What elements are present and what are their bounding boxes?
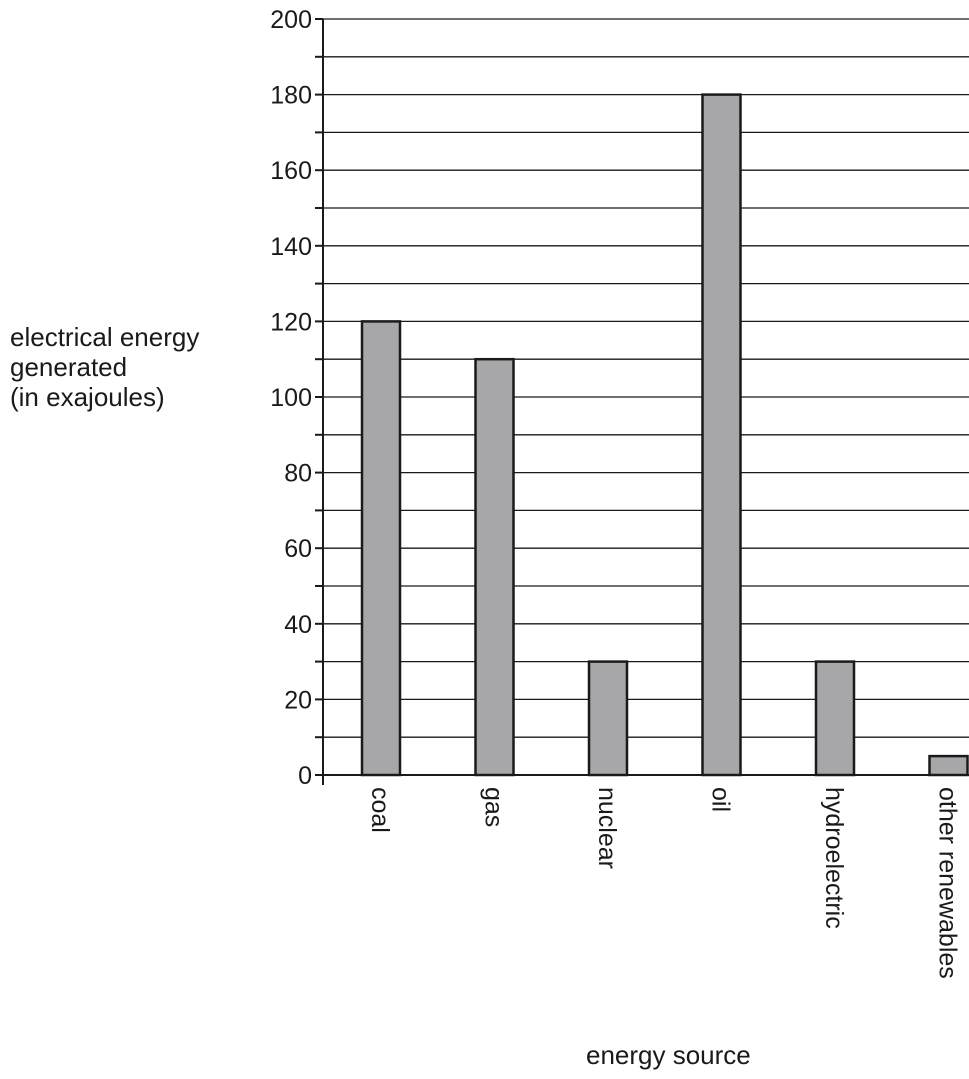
y-tick-label: 140 — [270, 233, 312, 261]
bar-other-renewables — [928, 754, 969, 777]
bar-hydroelectric — [814, 660, 856, 777]
x-axis-label: energy source — [586, 1040, 751, 1070]
y-tick-label: 20 — [284, 686, 312, 714]
y-axis-label-line-1: electrical energy — [10, 322, 200, 352]
y-tick-label: 200 — [270, 6, 312, 34]
x-tick-label: other renewables — [934, 787, 962, 979]
bars — [360, 93, 969, 777]
y-tick-label: 80 — [284, 460, 312, 488]
gridlines — [323, 18, 969, 738]
y-tick-label: 40 — [284, 611, 312, 639]
y-tick-label: 60 — [284, 535, 312, 563]
x-tick-label: oil — [707, 787, 735, 812]
bar-coal — [360, 320, 402, 777]
y-tick-label: 0 — [298, 762, 312, 790]
x-tick-label: nuclear — [593, 787, 621, 869]
y-tick-label: 180 — [270, 82, 312, 110]
x-tick-labels: coal gas nuclear oil hydroelectric other rene… — [366, 787, 962, 979]
y-axis-label: electrical energy generated (in exajoule… — [10, 322, 250, 412]
bar-oil — [701, 93, 742, 777]
y-tick-label: 120 — [270, 308, 312, 336]
axes — [315, 18, 969, 785]
y-tick-labels: 0 20 40 60 80 100 120 140 160 180 200 — [270, 6, 312, 790]
y-axis-label-line-2: generated — [10, 352, 128, 382]
bar-gas — [474, 357, 515, 777]
x-tick-label: hydroelectric — [820, 787, 848, 929]
y-tick-label: 100 — [270, 384, 312, 412]
x-tick-label: coal — [366, 787, 394, 833]
bar-nuclear — [587, 660, 629, 777]
y-axis-label-line-3: (in exajoules) — [10, 382, 165, 412]
y-tick-label: 160 — [270, 157, 312, 185]
x-tick-label: gas — [480, 787, 508, 827]
